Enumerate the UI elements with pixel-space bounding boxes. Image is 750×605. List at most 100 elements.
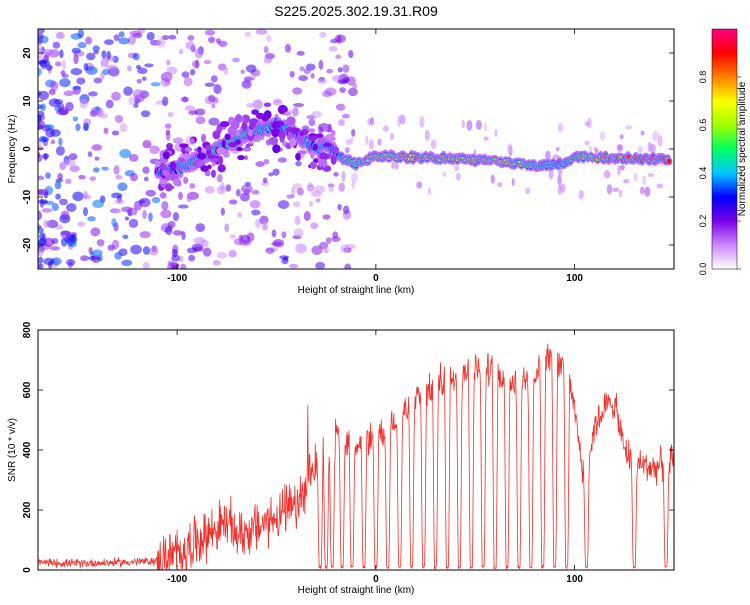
spectrogram-noise-blob: [370, 116, 375, 126]
spectrogram-noise-blob: [241, 79, 252, 89]
snr-y-tick-label: 200: [22, 501, 33, 518]
spectrogram-ridge-patch: [205, 148, 212, 157]
snr-x-tick-label: -100: [167, 574, 187, 585]
spectrogram-noise-blob: [44, 124, 55, 130]
spectrogram-noise-blob: [337, 67, 343, 73]
spectrogram-noise-blob: [128, 96, 134, 106]
spectrogram-noise-blob: [223, 66, 229, 76]
spectrogram-noise-blob: [38, 59, 51, 68]
spectrogram-noise-blob: [149, 247, 159, 256]
spectrogram-noise-blob: [133, 102, 139, 108]
snr-x-axis-label: Height of straight line (km): [298, 585, 415, 596]
spectrogram-noise-blob: [79, 98, 88, 109]
spectrogram-noise-blob: [85, 66, 98, 75]
colorbar-tick-label: 0.6: [698, 119, 708, 132]
spectrogram-noise-blob: [68, 241, 77, 248]
spectrogram-noise-blob: [180, 263, 187, 269]
spectrogram-noise-blob: [640, 130, 645, 136]
spectrogram-ridge-patch: [205, 145, 213, 150]
spectrogram-noise-blob: [367, 118, 371, 126]
spectrogram-ridge-patch: [200, 133, 207, 144]
spectrogram-noise-blob: [142, 261, 150, 269]
snr-y-tick-label: 800: [22, 321, 33, 338]
spectrogram-noise-blob: [349, 136, 354, 145]
spectrogram-noise-blob: [254, 218, 261, 229]
spectrogram-noise-blob: [268, 172, 274, 177]
spectrogram-noise-blob: [330, 38, 339, 44]
spectrogram-noise-blob: [142, 209, 147, 220]
spectrogram-noise-blob: [142, 246, 151, 255]
spectrogram-noise-blob: [114, 198, 125, 205]
spectrogram-noise-blob: [625, 125, 633, 130]
spectrogram-noise-blob: [129, 30, 142, 37]
spectrogram-noise-blob: [191, 243, 203, 252]
spectrogram-y-tick-label: -20: [22, 237, 33, 252]
spectrogram-noise-blob: [77, 29, 85, 39]
spectrogram-noise-blob: [606, 184, 613, 195]
colorbar-frame: [711, 28, 738, 270]
spectrogram-noise-blob: [303, 68, 311, 75]
spectrogram-noise-blob: [455, 172, 461, 181]
spectrogram-noise-blob: [399, 114, 406, 125]
spectrogram-noise-blob: [342, 205, 350, 215]
spectrogram-noise-blob: [351, 172, 358, 183]
spectrogram-ridge-patch: [235, 131, 241, 137]
spectrogram-ridge-patch: [166, 142, 173, 150]
spectrogram-noise-blob: [255, 29, 268, 35]
spectrogram-ridge-patch: [261, 116, 268, 122]
spectrogram-noise-blob: [168, 34, 177, 40]
spectrogram-noise-blob: [90, 227, 101, 237]
snr-series-line: [38, 343, 674, 570]
spectrogram-noise-blob: [195, 116, 206, 125]
spectrogram-noise-blob: [584, 140, 590, 146]
spectrogram-noise-blob: [93, 167, 100, 173]
spectrogram-ridge-patch: [333, 172, 339, 177]
spectrogram-noise-blob: [203, 60, 212, 65]
spectrogram-noise-blob: [344, 263, 352, 269]
spectrogram-noise-blob: [171, 265, 178, 269]
spectrogram-ridge-patch: [251, 109, 260, 115]
spectrogram-ridge-patch: [228, 141, 238, 148]
spectrogram-noise-blob: [365, 135, 369, 146]
spectrogram-noise-blob: [293, 228, 304, 237]
spectrogram-noise-blob: [289, 71, 295, 78]
spectrogram-noise-blob: [377, 138, 382, 146]
spectrogram-noise-blob: [97, 254, 103, 262]
spectrogram-noise-blob: [124, 216, 129, 221]
spectrogram-noise-blob: [101, 50, 107, 59]
spectrogram-noise-blob: [92, 199, 104, 209]
spectrogram-noise-blob: [237, 212, 243, 218]
spectrogram-noise-blob: [337, 79, 349, 85]
spectrogram-noise-blob: [128, 218, 139, 228]
spectrogram-noise-blob: [38, 188, 49, 196]
spectrogram-ridge-patch: [290, 127, 300, 134]
spectrogram-noise-blob: [69, 165, 80, 173]
spectrogram-noise-blob: [164, 225, 173, 235]
spectrogram-noise-blob: [262, 221, 268, 230]
spectrogram-noise-blob: [77, 221, 86, 227]
spectrogram-noise-blob: [156, 38, 166, 48]
spectrogram-noise-blob: [60, 210, 70, 221]
spectrogram-noise-blob: [324, 87, 337, 96]
spectrogram-ridge-patch: [307, 128, 316, 133]
spectrogram-noise-blob: [38, 46, 43, 52]
spectrogram-noise-blob: [483, 136, 490, 141]
spectrogram-noise-blob: [38, 90, 50, 101]
spectrogram-noise-blob: [178, 48, 184, 55]
spectrogram-noise-blob: [54, 181, 62, 190]
spectrogram-noise-blob: [38, 67, 42, 77]
spectrogram-noise-blob: [229, 234, 236, 239]
spectrogram-ridge-patch: [272, 144, 281, 154]
spectrogram-noise-blob: [250, 209, 261, 216]
spectrogram-noise-blob: [92, 45, 100, 52]
spectrogram-noise-blob: [240, 69, 245, 74]
spectrogram-noise-blob: [506, 143, 512, 154]
spectrogram-noise-blob: [246, 102, 255, 109]
spectrogram-noise-blob: [166, 59, 171, 66]
spectrogram-noise-blob: [656, 183, 664, 189]
spectrogram-y-tick-label: 0: [22, 146, 33, 152]
spectrogram-noise-blob: [82, 122, 90, 132]
spectrogram-noise-blob: [187, 35, 195, 41]
spectrogram-noise-blob: [113, 34, 120, 41]
spectrogram-noise-blob: [64, 159, 76, 167]
